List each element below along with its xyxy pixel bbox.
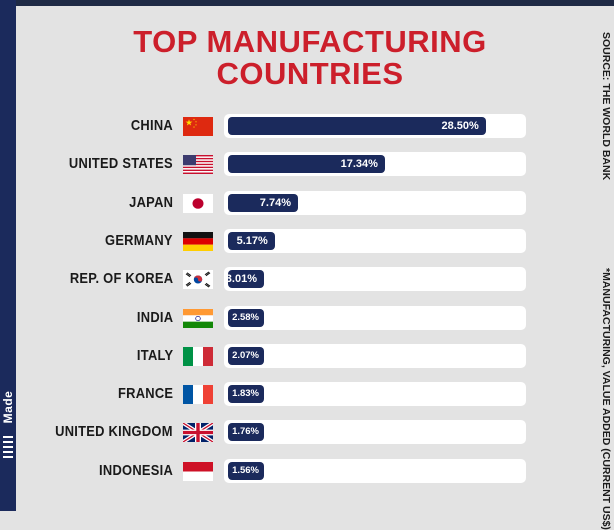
bar: 3.01% (225, 270, 264, 289)
data-label: 3.01% (225, 273, 257, 286)
title-line-1: TOP MANUFACTURING (133, 24, 487, 59)
bar: 5.17% (228, 231, 275, 250)
bar-row: INDONESIA 1.56% (0, 458, 614, 483)
bar-row: INDIA 2.58% (0, 305, 614, 330)
data-label: 1.76% (232, 426, 259, 438)
bar: 1.83% (228, 385, 264, 404)
bar-row: CHINA 28.50% (0, 114, 614, 138)
data-label: 2.58% (232, 311, 259, 323)
category-label: CHINA (130, 117, 173, 134)
category-label: JAPAN (128, 193, 173, 211)
bar-track: 1.56% (224, 458, 526, 483)
japan-flag-icon (183, 193, 213, 213)
data-label: 2.07% (232, 349, 259, 361)
italy-flag-icon (183, 346, 213, 366)
data-label: 5.17% (236, 234, 268, 247)
brand-lines-icon (3, 436, 13, 461)
chart-title: TOP MANUFACTURING COUNTRIES (90, 26, 530, 90)
bar-row: ITALY 2.07% (0, 343, 614, 368)
data-label: 1.56% (232, 464, 259, 476)
category-label: INDONESIA (98, 461, 173, 479)
south-korea-flag-icon (183, 270, 213, 290)
bar-row: GERMANY 5.17% (0, 228, 614, 253)
bar: 2.58% (228, 308, 264, 327)
category-label: REP. OF KOREA (69, 270, 173, 288)
china-flag-icon (183, 117, 213, 136)
title-line-2: COUNTRIES (216, 56, 404, 91)
bar-track: 28.50% (224, 114, 526, 138)
bar-track: 2.58% (224, 305, 526, 330)
bar-track: 3.01% (224, 267, 526, 292)
bar-row: FRANCE 1.83% (0, 382, 614, 407)
category-label: UNITED KINGDOM (55, 423, 173, 441)
category-label: UNITED STATES (69, 155, 173, 173)
bar: 17.34% (228, 155, 385, 174)
bar: 1.56% (228, 461, 264, 480)
bar: 28.50% (228, 117, 486, 135)
category-label: INDIA (136, 308, 173, 326)
bar-track: 17.34% (224, 152, 526, 177)
uk-flag-icon (183, 423, 213, 443)
bar: 2.07% (228, 346, 264, 365)
france-flag-icon (183, 385, 213, 405)
top-border (0, 0, 614, 6)
bar-track: 1.83% (224, 382, 526, 407)
germany-flag-icon (183, 231, 213, 251)
category-label: FRANCE (117, 385, 173, 403)
bar-track: 1.76% (224, 420, 526, 445)
bar-row: UNITED STATES 17.34% (0, 152, 614, 177)
indonesia-flag-icon (183, 461, 213, 481)
bar-track: 2.07% (224, 343, 526, 368)
category-label: GERMANY (105, 231, 173, 249)
bar-row: UNITED KINGDOM 1.76% (0, 420, 614, 445)
data-label: 1.83% (232, 388, 259, 400)
us-flag-icon (183, 155, 213, 175)
bar-track: 7.74% (224, 190, 526, 215)
bar-track: 5.17% (224, 228, 526, 253)
bar-row: REP. OF KOREA 3.01% (0, 267, 614, 292)
india-flag-icon (183, 308, 213, 328)
data-label: 7.74% (259, 196, 291, 209)
bar: 7.74% (228, 193, 298, 212)
data-label: 28.50% (441, 120, 479, 132)
category-label: ITALY (136, 346, 173, 364)
data-label: 17.34% (340, 158, 378, 171)
bar: 1.76% (228, 423, 264, 442)
bar-row: JAPAN 7.74% (0, 190, 614, 215)
